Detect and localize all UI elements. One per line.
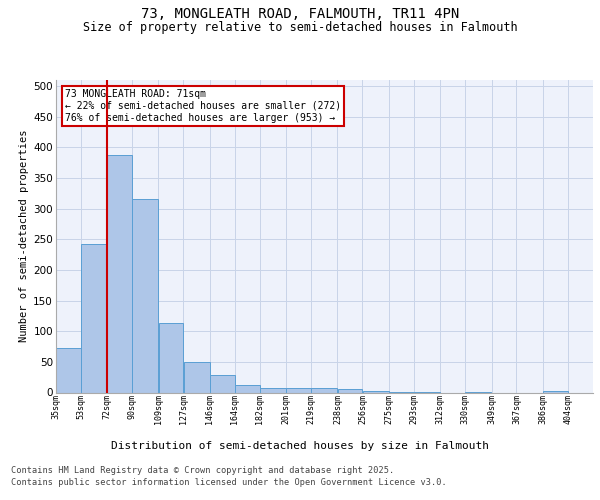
Text: Contains HM Land Registry data © Crown copyright and database right 2025.: Contains HM Land Registry data © Crown c… xyxy=(11,466,394,475)
Y-axis label: Number of semi-detached properties: Number of semi-detached properties xyxy=(19,130,29,342)
Text: 73 MONGLEATH ROAD: 71sqm
← 22% of semi-detached houses are smaller (272)
76% of : 73 MONGLEATH ROAD: 71sqm ← 22% of semi-d… xyxy=(65,90,341,122)
Bar xyxy=(56,348,80,393)
Bar xyxy=(81,244,107,392)
Bar xyxy=(158,324,183,392)
Bar xyxy=(543,390,568,392)
Bar xyxy=(107,156,132,392)
Text: 73, MONGLEATH ROAD, FALMOUTH, TR11 4PN: 73, MONGLEATH ROAD, FALMOUTH, TR11 4PN xyxy=(141,8,459,22)
Bar xyxy=(210,374,235,392)
Bar xyxy=(235,384,260,392)
Text: Size of property relative to semi-detached houses in Falmouth: Size of property relative to semi-detach… xyxy=(83,21,517,34)
Text: Distribution of semi-detached houses by size in Falmouth: Distribution of semi-detached houses by … xyxy=(111,441,489,451)
Bar xyxy=(184,362,209,392)
Text: Contains public sector information licensed under the Open Government Licence v3: Contains public sector information licen… xyxy=(11,478,446,487)
Bar xyxy=(133,199,158,392)
Bar xyxy=(286,388,311,392)
Bar xyxy=(338,389,362,392)
Bar xyxy=(260,388,286,392)
Bar xyxy=(311,388,337,392)
